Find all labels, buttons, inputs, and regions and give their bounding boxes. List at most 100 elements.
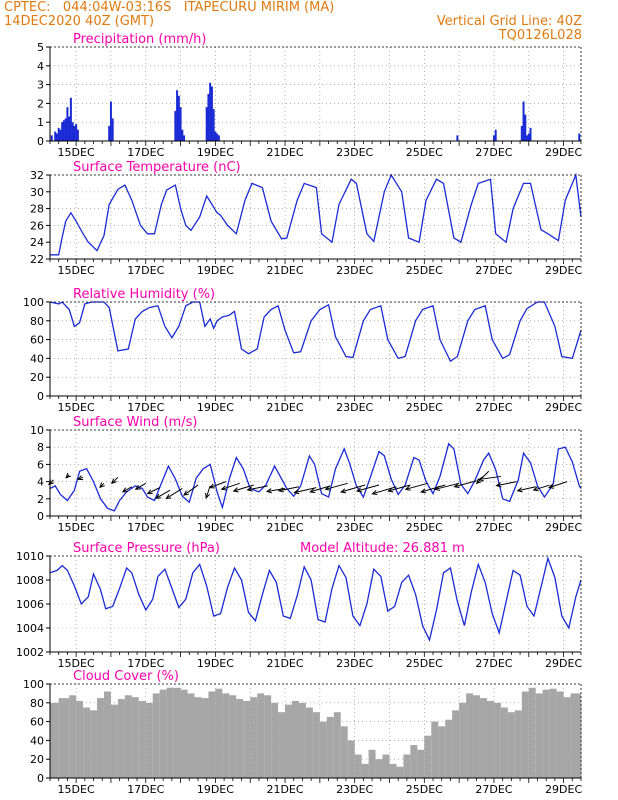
precip-bar (108, 125, 111, 141)
wind-arrow-shaft (122, 486, 133, 493)
cloud-bar (459, 702, 467, 778)
precip-bar (207, 94, 210, 141)
x-tick-label: 23DEC (336, 521, 373, 534)
cloud-bar (312, 712, 320, 778)
wind-arrow-head (495, 482, 502, 488)
wind-arrow-head (155, 493, 162, 499)
precip-bar (527, 133, 530, 141)
x-tick-label: 19DEC (197, 264, 234, 277)
y-tick-label: 40 (30, 352, 44, 365)
wind-arrow-shaft (517, 486, 536, 492)
wind-arrow (404, 482, 428, 491)
precip-bar (71, 122, 74, 141)
wind-arrow-shaft (388, 484, 411, 492)
x-tick-label: 25DEC (406, 657, 443, 670)
cloud-bar (466, 693, 474, 778)
y-tick-label: 100 (23, 678, 44, 691)
x-tick-label: 21DEC (266, 521, 303, 534)
precip-bar (61, 122, 64, 141)
x-tick-label: 21DEC (266, 146, 303, 159)
cloud-bar (424, 735, 432, 778)
precip-bar (68, 116, 71, 141)
precip-bar (177, 95, 180, 141)
wind-arrow (477, 475, 501, 482)
panel-precip: Precipitation (mm/h) 0 1 2 3 4 5 15DEC 17DEC 19DE… (37, 32, 582, 159)
wind-arrow-head (371, 490, 378, 496)
wind-arrow-head (404, 485, 411, 491)
x-tick-label: 21DEC (266, 264, 303, 277)
cloud-bar (542, 689, 550, 778)
wind-arrow (246, 485, 268, 492)
wind-arrow-head (434, 485, 441, 491)
cloud-bar (333, 712, 341, 778)
cloud-bar (194, 697, 202, 778)
wind-arrow-shaft (548, 481, 568, 489)
cloud-bar (486, 700, 494, 778)
y-tick-label: 8 (37, 441, 44, 454)
x-tick-label: 27DEC (475, 146, 512, 159)
cloud-bar (250, 697, 258, 778)
cloud-bar (431, 721, 439, 778)
wind-arrow (232, 484, 254, 493)
panel-annotation-press: Model Altitude: 26.881 m (300, 541, 465, 556)
x-tick-label: 27DEC (475, 783, 512, 796)
x-tick-label: 15DEC (58, 783, 95, 796)
cloud-bar (236, 699, 244, 778)
wind-arrow-head (475, 478, 482, 485)
cloud-bar (361, 763, 369, 778)
wind-arrow-head (121, 487, 128, 493)
y-tick-label: 1 (37, 116, 44, 129)
x-tick-label: 15DEC (58, 264, 95, 277)
y-tick-label: 30 (30, 186, 44, 199)
panel-temp: Surface Temperature (nC) 22 24 26 28 30 32 15DE… (30, 160, 582, 277)
precip-bar (109, 101, 112, 141)
x-tick-label: 19DEC (197, 146, 234, 159)
cloud-bar (159, 689, 167, 778)
precip-bar (524, 114, 527, 141)
wind-arrow (146, 487, 160, 495)
cloud-bar (396, 766, 404, 778)
y-tick-label: 40 (30, 734, 44, 747)
y-tick-label: 20 (30, 753, 44, 766)
cloud-bar (563, 697, 571, 778)
wind-arrow-shaft (310, 485, 331, 493)
wind-arrow (277, 486, 300, 493)
cloud-bar (117, 699, 125, 778)
cloud-bar (278, 712, 286, 778)
wind-arrow-shaft (435, 482, 460, 490)
cloud-bar (215, 688, 223, 778)
precip-bar (183, 135, 186, 141)
wind-arrow (208, 481, 227, 489)
precip-bar (578, 133, 581, 141)
wind-arrow-shaft (247, 485, 268, 491)
wind-arrow-shaft (209, 481, 227, 489)
wind-arrow-shaft (278, 486, 300, 492)
wind-arrow-head (387, 487, 394, 493)
wind-arrow-head (420, 488, 427, 494)
cloud-bar (110, 704, 118, 778)
x-tick-label: 23DEC (336, 657, 373, 670)
wind-arrow-shaft (496, 481, 517, 487)
x-tick-label: 29DEC (545, 146, 582, 159)
wind-arrow-head (205, 492, 211, 499)
x-tick-label: 27DEC (475, 264, 512, 277)
wind-arrow-shaft (405, 482, 428, 490)
precip-bar (212, 109, 215, 141)
x-tick-label: 27DEC (475, 521, 512, 534)
press-series-line (49, 556, 582, 642)
cloud-bar (285, 704, 292, 778)
cloud-bar (291, 700, 299, 778)
cloud-bar (382, 754, 390, 778)
x-tick-label: 19DEC (197, 521, 234, 534)
panel-title-rh: Relative Humidity (%) (73, 287, 215, 302)
header-model-code: TQ0126L028 (498, 28, 582, 43)
wind-arrow-shaft (372, 486, 397, 495)
precip-bar (75, 124, 78, 141)
precip-bar (520, 125, 523, 141)
wind-arrow (532, 484, 550, 492)
panel-rh: Relative Humidity (%) 0 20 40 60 80 100 15DEC 17… (23, 287, 582, 414)
cloud-bar (340, 726, 348, 778)
header-date: 14DEC2020 40Z (GMT) (4, 14, 155, 29)
y-tick-label: 0 (37, 135, 44, 148)
